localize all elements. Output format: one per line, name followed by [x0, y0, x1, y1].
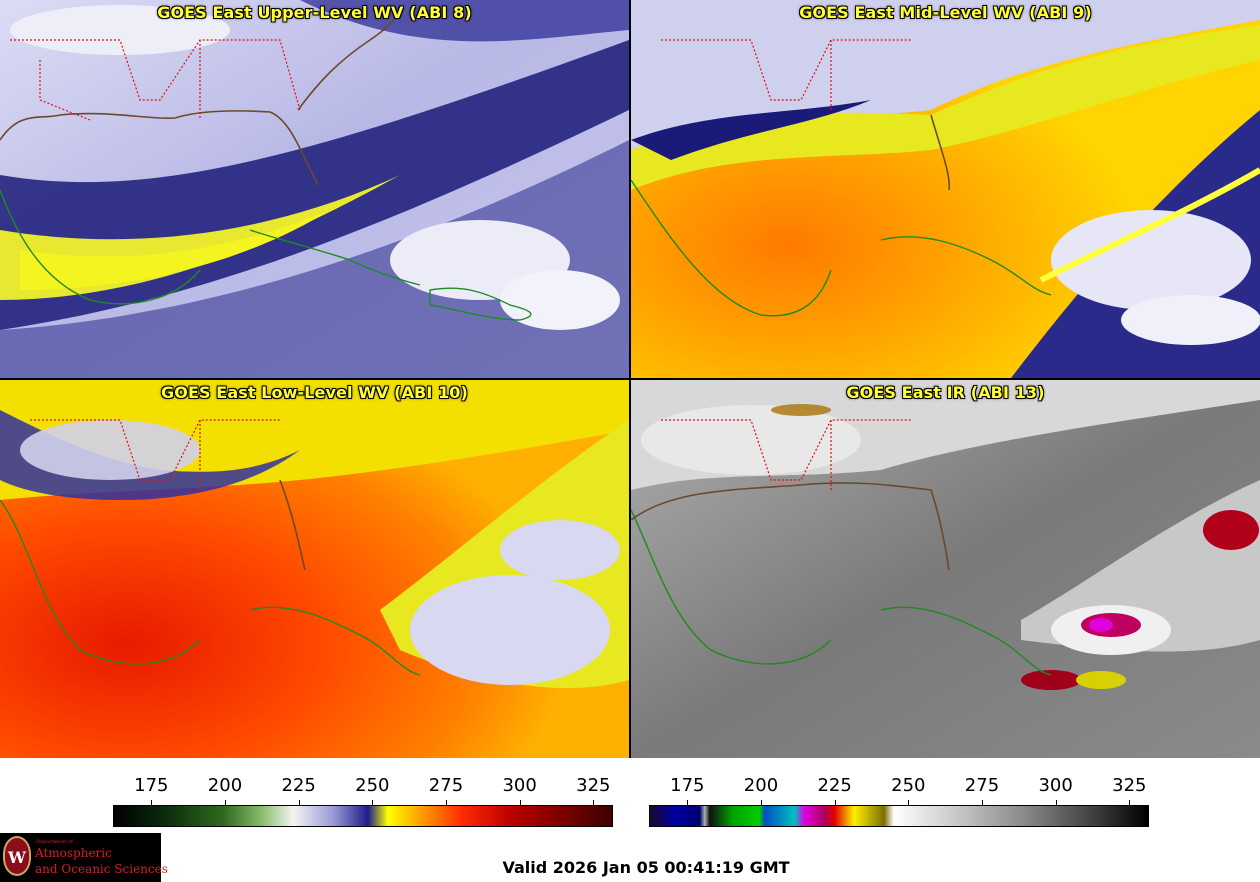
upper-level-wv-image [0, 0, 629, 378]
logo-name-line2: and Oceanic Sciences [35, 862, 168, 876]
valid-time: Valid 2026 Jan 05 00:41:19 GMT [502, 858, 790, 877]
colorbar-tick-label: 325 [576, 775, 611, 796]
colorbar-tick-label: 300 [1038, 775, 1073, 796]
colorbar-tick-label: 250 [355, 775, 390, 796]
colorbar-tick-mark [687, 800, 689, 805]
colorbar-tick-mark [834, 800, 836, 805]
colorbar-tick-label: 225 [281, 775, 316, 796]
colorbar-tick-mark [593, 800, 595, 805]
panel-title: GOES East Upper-Level WV (ABI 8) [157, 3, 472, 22]
panel-title: GOES East Mid-Level WV (ABI 9) [799, 3, 1092, 22]
colorbar-tick-mark [1129, 800, 1131, 805]
colorbar-tick-mark [151, 800, 153, 805]
logo-dept-text: Department of [36, 839, 73, 845]
colorbar-tick-mark [224, 800, 226, 805]
panel-mid-level-wv: GOES East Mid-Level WV (ABI 9) [631, 0, 1260, 378]
colorbar-tick-label: 275 [428, 775, 464, 796]
mid-level-wv-image [631, 0, 1260, 378]
colorbar-tick-label: 200 [743, 775, 779, 796]
panel-title: GOES East IR (ABI 13) [846, 383, 1045, 402]
colorbar-tick-mark [372, 800, 374, 805]
ir-image [631, 380, 1260, 758]
panel-low-level-wv: GOES East Low-Level WV (ABI 10) [0, 380, 629, 758]
colorbar-tick-mark [981, 800, 983, 805]
panel-title: GOES East Low-Level WV (ABI 10) [161, 383, 468, 402]
colorbar-water-vapor [113, 805, 613, 827]
colorbar-tick-mark [760, 800, 762, 805]
colorbar-tick-label: 200 [207, 775, 243, 796]
colorbar-tick-mark [519, 800, 521, 805]
panel-upper-level-wv: GOES East Upper-Level WV (ABI 8) [0, 0, 629, 378]
uw-seal-icon: W [3, 836, 31, 876]
colorbar-tick-label: 175 [670, 775, 705, 796]
colorbar-wv-ticks: 175 200 225 250 275 300 325 [113, 775, 611, 805]
panel-ir: GOES East IR (ABI 13) [631, 380, 1260, 758]
colorbar-tick-label: 300 [502, 775, 537, 796]
colorbar-tick-label: 250 [891, 775, 926, 796]
colorbar-tick-mark [1055, 800, 1057, 805]
colorbar-tick-mark [298, 800, 300, 805]
colorbar-tick-label: 175 [134, 775, 169, 796]
colorbar-tick-mark [908, 800, 910, 805]
colorbar-tick-label: 325 [1112, 775, 1147, 796]
panel-divider-horizontal [0, 378, 1260, 380]
colorbar-tick-mark [445, 800, 447, 805]
colorbar-tick-label: 275 [964, 775, 1000, 796]
low-level-wv-image [0, 380, 629, 758]
colorbar-ir-ticks: 175 200 225 250 275 300 325 [649, 775, 1147, 805]
logo-name-line1: Atmospheric [35, 846, 112, 860]
colorbar-tick-label: 225 [817, 775, 852, 796]
aos-logo: W Department of Atmospheric and Oceanic … [0, 833, 168, 882]
colorbar-ir [649, 805, 1149, 827]
